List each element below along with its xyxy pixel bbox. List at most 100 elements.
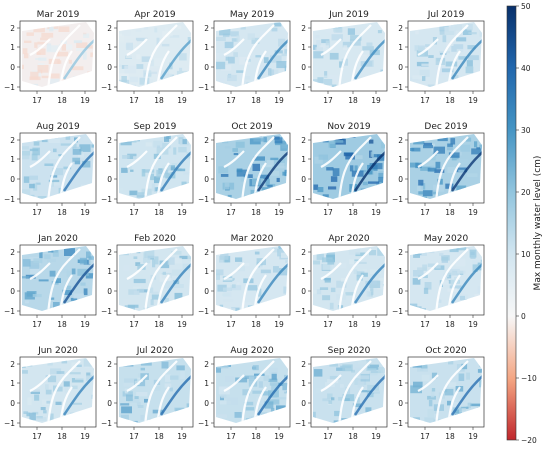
panel-title: Aug 2020: [230, 346, 274, 356]
y-tick-label: 0: [398, 399, 403, 408]
x-tick-label: 17: [226, 96, 236, 105]
y-tick-label: −1: [4, 419, 15, 428]
x-tick-label: 19: [80, 320, 90, 329]
panel-title: May 2020: [424, 234, 469, 244]
map-panel: Oct 2019 2 1 0 −1 17 18 19: [198, 122, 291, 217]
y-tick-label: 1: [301, 155, 306, 164]
x-tick-label: 19: [274, 96, 284, 105]
y-tick-label: −1: [101, 195, 112, 204]
y-tick-label: 0: [10, 175, 15, 184]
y-tick-label: −1: [295, 419, 306, 428]
y-tick-label: 1: [107, 43, 112, 52]
x-tick-label: 18: [154, 432, 164, 441]
y-tick-label: 0: [204, 63, 209, 72]
colorbar-label: Max monthly water level (cm): [533, 156, 543, 291]
y-tick-label: 0: [301, 63, 306, 72]
y-tick-label: 1: [301, 43, 306, 52]
y-tick-label: −1: [4, 195, 15, 204]
y-tick-label: 1: [398, 155, 403, 164]
x-tick-label: 19: [177, 432, 187, 441]
x-tick-label: 19: [468, 320, 478, 329]
x-tick-label: 19: [177, 208, 187, 217]
x-tick-label: 18: [57, 432, 67, 441]
y-tick-label: 0: [10, 287, 15, 296]
x-tick-label: 17: [32, 96, 42, 105]
x-tick-label: 17: [32, 432, 42, 441]
map-panel: Nov 2019 2 1 0 −1 17 18 19: [295, 122, 388, 217]
x-tick-label: 19: [80, 432, 90, 441]
colorbar: 50 40 30 20 10 0 −10 −20 Max monthly water leve…: [506, 2, 543, 445]
panel-title: Oct 2020: [425, 346, 467, 356]
x-tick-label: 18: [251, 96, 261, 105]
y-tick-label: 2: [398, 248, 403, 257]
y-tick-label: −1: [198, 83, 209, 92]
y-tick-label: 0: [398, 63, 403, 72]
panel-title: Apr 2019: [134, 10, 176, 20]
y-tick-label: 2: [107, 24, 112, 33]
x-tick-label: 18: [154, 320, 164, 329]
y-tick-label: 1: [10, 43, 15, 52]
y-tick-label: 1: [107, 155, 112, 164]
x-tick-label: 18: [251, 432, 261, 441]
x-tick-label: 19: [80, 96, 90, 105]
panel-title: Jul 2020: [136, 346, 174, 356]
x-tick-label: 19: [274, 208, 284, 217]
x-tick-label: 19: [468, 208, 478, 217]
x-tick-label: 19: [274, 320, 284, 329]
panel-title: Feb 2020: [134, 234, 176, 244]
y-tick-label: 1: [10, 155, 15, 164]
panel-title: Sep 2020: [328, 346, 371, 356]
x-tick-label: 19: [80, 208, 90, 217]
x-tick-label: 17: [226, 432, 236, 441]
map-panel: Jun 2020 2 1 0 −1 17 18 19: [4, 346, 97, 441]
y-tick-label: −1: [392, 419, 403, 428]
y-tick-label: 2: [204, 360, 209, 369]
panel-title: Jul 2019: [427, 10, 465, 20]
panel-title: May 2019: [230, 10, 275, 20]
x-tick-label: 18: [348, 432, 358, 441]
x-tick-label: 17: [226, 320, 236, 329]
y-tick-label: 2: [204, 136, 209, 145]
y-tick-label: 0: [398, 175, 403, 184]
y-tick-label: 1: [107, 379, 112, 388]
y-tick-label: 2: [10, 24, 15, 33]
y-tick-label: 2: [204, 248, 209, 257]
y-tick-label: 0: [301, 175, 306, 184]
y-tick-label: 0: [107, 287, 112, 296]
map-panel: Dec 2019 2 1 0 −1 17 18 19: [392, 122, 485, 217]
panel-title: Jan 2020: [37, 234, 78, 244]
x-tick-label: 17: [420, 320, 430, 329]
x-tick-label: 18: [57, 208, 67, 217]
y-tick-label: 1: [398, 379, 403, 388]
x-tick-label: 18: [445, 208, 455, 217]
x-tick-label: 18: [445, 432, 455, 441]
x-tick-label: 19: [274, 432, 284, 441]
x-tick-label: 17: [420, 208, 430, 217]
y-tick-label: 1: [204, 267, 209, 276]
y-tick-label: 1: [398, 267, 403, 276]
x-tick-label: 18: [445, 320, 455, 329]
map-panel: Mar 2020 2 1 0 −1 17 18 19: [198, 234, 291, 329]
y-tick-label: −1: [392, 307, 403, 316]
y-tick-label: −1: [392, 83, 403, 92]
y-tick-label: −1: [295, 307, 306, 316]
y-tick-label: −1: [198, 419, 209, 428]
map-panel: Jul 2020 2 1 0 −1 17 18 19: [101, 346, 194, 441]
y-tick-label: −1: [198, 307, 209, 316]
y-tick-label: −1: [295, 83, 306, 92]
y-tick-label: −1: [295, 195, 306, 204]
colorbar-tick-label: 10: [521, 250, 531, 259]
panel-title: Mar 2019: [37, 10, 80, 20]
y-tick-label: 0: [10, 63, 15, 72]
y-tick-label: 1: [301, 267, 306, 276]
panels-group: Mar 2019 2 1 0 −1 17 18 19 Apr 2019 2 1 0 −1 17 18 19 Ma…: [4, 10, 485, 441]
y-tick-label: 1: [398, 43, 403, 52]
x-tick-label: 18: [154, 96, 164, 105]
y-tick-label: 0: [398, 287, 403, 296]
panel-title: Oct 2019: [231, 122, 273, 132]
x-tick-label: 18: [348, 320, 358, 329]
colorbar-tick-label: 50: [521, 2, 531, 11]
y-tick-label: 2: [10, 136, 15, 145]
y-tick-label: 2: [204, 24, 209, 33]
panel-title: Apr 2020: [328, 234, 370, 244]
